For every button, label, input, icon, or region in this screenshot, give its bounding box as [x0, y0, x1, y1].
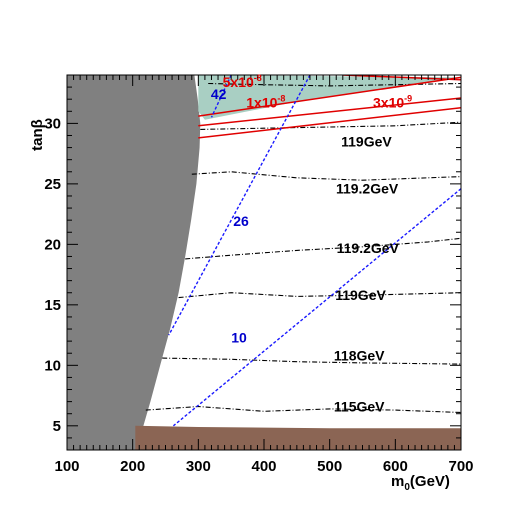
y-axis-title: tanβ [29, 119, 46, 151]
red-contour [198, 106, 461, 139]
higgs-contour-label: 118GeV [334, 348, 385, 364]
axis-tick-labels: 100 200 300 400 500 600 700 5 10 15 20 25 30 [44, 115, 473, 475]
x-tick-label: 600 [383, 458, 408, 475]
red-contour-label: 1x10-8 [246, 94, 285, 111]
contour-labels: 119GeV 119.2GeV 119.2GeV 119GeV 118GeV 115GeV… [211, 73, 412, 414]
region-gray-excluded [67, 75, 201, 450]
x-tick-label: 400 [251, 458, 276, 475]
higgs-mass-contour [178, 292, 461, 299]
red-contour [198, 76, 461, 117]
higgs-mass-contour [200, 121, 461, 130]
x-tick-label: 100 [54, 458, 79, 475]
higgs-contour-label: 115GeV [334, 398, 385, 414]
y-tick-label: 20 [44, 236, 61, 253]
blue-contour-label: 10 [231, 329, 247, 345]
higgs-contour-label: 119.2GeV [336, 181, 399, 197]
blue-contour [210, 75, 232, 118]
higgs-mass-contour [191, 171, 461, 181]
higgs-mass-contour [185, 237, 461, 260]
blue-contour [172, 188, 461, 427]
contour-lines [145, 75, 461, 427]
blue-contour [168, 75, 311, 336]
y-tick-label: 25 [44, 176, 61, 193]
x-tick-label: 200 [120, 458, 145, 475]
x-tick-label: 500 [317, 458, 342, 475]
red-contour [198, 97, 461, 127]
higgs-contour-label: 119.2GeV [337, 240, 400, 256]
blue-contour-label: 26 [233, 213, 249, 229]
red-contour-label: 3x10-9 [373, 94, 412, 111]
y-tick-label: 15 [44, 297, 61, 314]
higgs-contour-label: 119GeV [335, 287, 386, 303]
higgs-contour-label: 119GeV [341, 134, 392, 150]
higgs-mass-contour [162, 357, 461, 365]
blue-contour-label: 42 [211, 86, 227, 102]
higgs-mass-contour [145, 405, 461, 414]
x-tick-label: 700 [448, 458, 473, 475]
x-axis-title: m0(GeV) [391, 473, 450, 493]
y-tick-label: 10 [44, 357, 61, 374]
y-tick-label: 5 [53, 418, 61, 435]
region-teal-region [198, 75, 461, 120]
axis-ticks [66, 74, 462, 450]
excluded-regions [67, 75, 461, 450]
y-tick-label: 30 [44, 115, 61, 132]
red-contour-label: 5x10-8 [223, 73, 262, 90]
x-tick-label: 300 [186, 458, 211, 475]
region-brown-excluded [135, 425, 461, 450]
